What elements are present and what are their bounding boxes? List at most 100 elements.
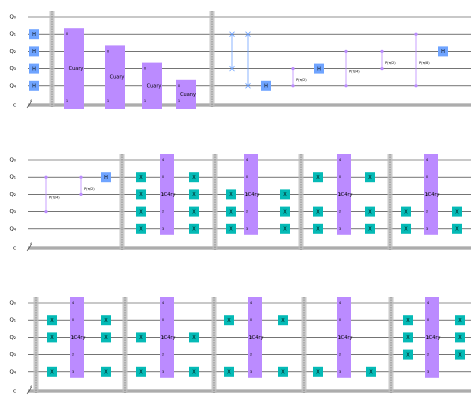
x-gate	[47, 366, 57, 377]
gate-pin-2: 2	[426, 210, 428, 214]
gate-pin-1: 1	[250, 335, 252, 339]
gate-pin-1: 1	[72, 335, 74, 339]
x-gate-label: X	[404, 227, 408, 233]
classical-slash	[26, 101, 32, 109]
x-gate	[365, 172, 375, 183]
x-gate-label: X	[369, 370, 373, 376]
cphase-target	[414, 84, 418, 88]
x-gate-label: X	[192, 209, 196, 215]
x-gate	[278, 315, 288, 326]
qubit-label-q2: Q₂	[9, 49, 16, 55]
qubit-label-q4: Q₄	[9, 83, 16, 89]
x-gate-label: X	[316, 370, 320, 376]
x-gate	[403, 332, 413, 343]
gate-pin-3: 3	[339, 227, 341, 231]
x-gate	[101, 332, 111, 343]
h-gate	[261, 80, 271, 91]
multi-qubit-gate	[424, 154, 438, 235]
x-gate-label: X	[406, 335, 410, 341]
x-gate-label: X	[139, 209, 143, 215]
x-gate-label: X	[316, 175, 320, 181]
x-gate	[452, 206, 462, 217]
x-gate	[226, 223, 236, 234]
x-gate-label: X	[50, 335, 54, 341]
x-gate	[136, 206, 146, 217]
cphase-label: P(π/2)	[296, 78, 307, 82]
gate-pin-3: 3	[72, 370, 74, 374]
swap-cross	[245, 83, 251, 89]
qubit-label-q1: Q₁	[9, 318, 16, 324]
gate-pin-2: 2	[162, 210, 164, 214]
cphase-target	[380, 67, 384, 71]
multi-qubit-gate-label: 1C4ry	[425, 192, 440, 198]
cphase-label: P(π/2)	[84, 187, 95, 191]
multi-qubit-gate	[425, 297, 439, 378]
x-gate-label: X	[229, 227, 233, 233]
x-gate	[47, 332, 57, 343]
gate-pin-0: 0	[72, 318, 75, 322]
x-gate	[313, 206, 323, 217]
gate-pin-0: 0	[426, 175, 429, 179]
gate-pin-0: 0	[162, 175, 165, 179]
multi-qubit-gate-label: Cuany	[180, 92, 196, 98]
x-gate-label: X	[192, 370, 196, 376]
x-gate	[189, 223, 199, 234]
swap-cross	[229, 65, 235, 72]
gate-pin-1: 1	[426, 192, 428, 196]
gate-pin-3: 3	[427, 370, 429, 374]
cphase-target	[344, 84, 348, 88]
circuit-row-2: Q₀ Q₁ Q₂ Q₃ Q₄ c 4 P(π/4) P(π/2) H X X X X 1C4ry 4 0 1 2 3 X…	[9, 154, 471, 252]
gate-pin-top: 4	[426, 158, 429, 162]
multi-qubit-gate-label: 1C4ry	[338, 192, 353, 198]
x-gate	[189, 366, 199, 377]
cphase-control	[414, 32, 418, 36]
h-gate	[314, 63, 324, 74]
x-gate-label: X	[368, 227, 372, 233]
x-gate	[224, 315, 234, 326]
gate-pin-bottom: 1	[66, 99, 68, 103]
x-gate	[280, 206, 290, 217]
x-gate-label: X	[229, 192, 233, 198]
qubit-label-q2: Q₂	[9, 192, 16, 198]
qubit-label-q4: Q₄	[9, 369, 16, 375]
x-gate	[403, 349, 413, 360]
multi-qubit-gate-label: Cuary	[110, 75, 125, 81]
x-gate	[313, 172, 323, 183]
gate-pin-top: 4	[72, 301, 75, 305]
gate-pin-bottom: 1	[107, 99, 109, 103]
multi-qubit-gate	[337, 297, 351, 378]
cphase-control	[344, 49, 348, 54]
gate-pin-1: 1	[246, 192, 248, 196]
gate-pin-3: 3	[162, 370, 164, 374]
x-gate-label: X	[406, 318, 410, 324]
x-gate-label: X	[281, 318, 285, 324]
gate-pin-0: 0	[246, 175, 249, 179]
cphase-label: P(π/2)	[385, 61, 396, 65]
qubit-label-q2: Q₂	[9, 335, 16, 341]
classical-bit-count: 4	[30, 242, 33, 246]
multi-qubit-gate-label: Cuary	[147, 83, 162, 89]
x-gate-label: X	[192, 227, 196, 233]
qubit-label-q0: Q₀	[9, 15, 16, 21]
h-gate-label: H	[32, 32, 36, 38]
x-gate	[280, 223, 290, 234]
gate-pin-2: 2	[72, 353, 74, 357]
x-gate-label: X	[139, 370, 143, 376]
x-gate-label: X	[406, 352, 410, 358]
x-gate-label: X	[283, 192, 287, 198]
gate-pin-top: 4	[246, 158, 249, 162]
x-gate-label: X	[455, 209, 459, 215]
cphase-control	[79, 175, 83, 179]
x-gate	[401, 206, 411, 217]
gate-pin-1: 1	[162, 192, 164, 196]
h-gate	[29, 29, 39, 40]
qubit-label-q0: Q₀	[9, 301, 16, 307]
x-gate-label: X	[139, 227, 143, 233]
x-gate	[365, 206, 375, 217]
x-gate	[136, 366, 146, 377]
x-gate	[136, 223, 146, 234]
x-gate-label: X	[458, 352, 462, 358]
multi-qubit-gate	[160, 154, 174, 235]
multi-qubit-gate-label: 1C4ry	[71, 335, 86, 341]
x-gate	[401, 223, 411, 234]
